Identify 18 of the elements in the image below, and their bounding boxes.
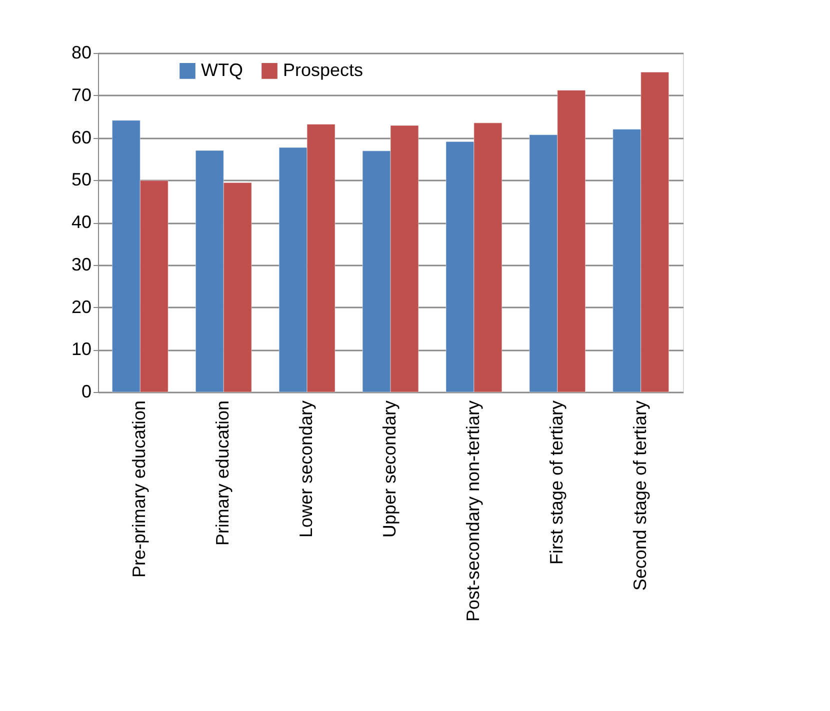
y-tick-label: 80 (71, 42, 92, 62)
x-tick-label: Second stage of tertiary (630, 400, 650, 591)
y-tick-label: 70 (71, 84, 92, 105)
x-tick-label: Upper secondary (380, 400, 400, 538)
x-tick-label: Primary education (212, 400, 233, 546)
y-tick-label: 0 (81, 382, 92, 402)
x-tick-label: Pre-primary education (129, 400, 150, 578)
x-tick-label: First stage of tertiary (546, 400, 566, 565)
legend-label: Prospects (283, 60, 364, 80)
x-tick-label: Lower secondary (296, 400, 316, 538)
y-tick-label: 30 (71, 254, 92, 274)
y-tick-label: 50 (71, 170, 92, 190)
y-tick-label: 10 (71, 339, 92, 360)
y-tick-label: 60 (71, 127, 92, 148)
y-tick-label: 20 (71, 296, 92, 317)
y-tick-label: 40 (71, 212, 92, 232)
x-tick-label: Post-secondary non-tertiary (462, 400, 483, 622)
legend-label: WTQ (201, 60, 243, 80)
